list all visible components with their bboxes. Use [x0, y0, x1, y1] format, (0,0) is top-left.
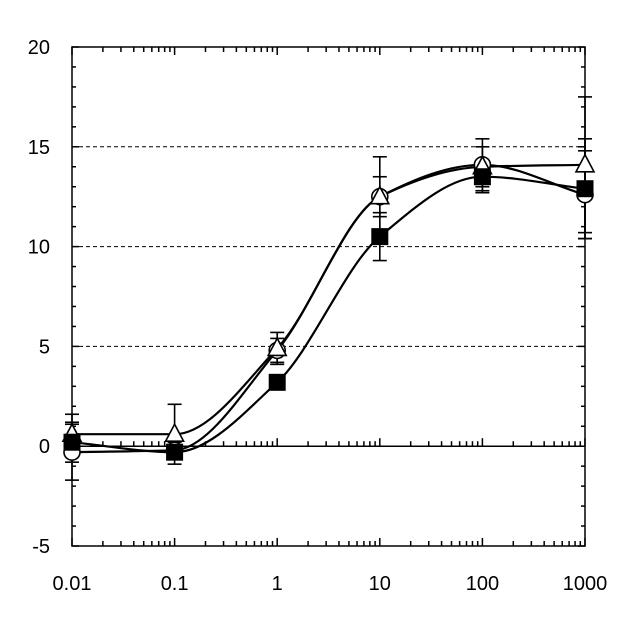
series-layer: [63, 97, 594, 480]
series-line-open-triangle: [72, 165, 585, 434]
x-tick-label: 0.01: [53, 573, 92, 595]
data-point-square: [64, 434, 80, 450]
markers-filled-square: [64, 169, 593, 460]
data-point-square: [577, 181, 593, 197]
y-tick-label: 0: [39, 436, 50, 458]
chart: -5 0 5 10 15 20 0.01 0.1 1 10 100 1000: [0, 0, 640, 633]
y-tick-label: 10: [28, 237, 50, 259]
y-tick-label: 15: [28, 137, 50, 159]
data-point-square: [269, 374, 285, 390]
series-open-triangle: [65, 97, 592, 464]
plot-area-frame: [72, 47, 585, 546]
tick-labels: -5 0 5 10 15 20 0.01 0.1 1 10 100 1000: [28, 37, 608, 595]
tick-marks: [72, 47, 585, 546]
data-point-square: [167, 444, 183, 460]
markers-open-triangle: [63, 155, 594, 441]
series-line-filled-square: [72, 177, 585, 453]
data-point-square: [372, 229, 388, 245]
series-filled-square: [65, 139, 592, 462]
x-tick-label: 10: [369, 573, 391, 595]
x-tick-label: 1000: [563, 573, 608, 595]
x-tick-label: 1: [272, 573, 283, 595]
y-tick-label: -5: [32, 536, 50, 558]
y-tick-label: 5: [39, 336, 50, 358]
data-point-triangle: [576, 155, 594, 172]
x-tick-label: 100: [466, 573, 499, 595]
x-tick-label: 0.1: [161, 573, 189, 595]
grid-layer: [72, 147, 585, 446]
y-tick-label: 20: [28, 37, 50, 59]
data-point-square: [474, 169, 490, 185]
